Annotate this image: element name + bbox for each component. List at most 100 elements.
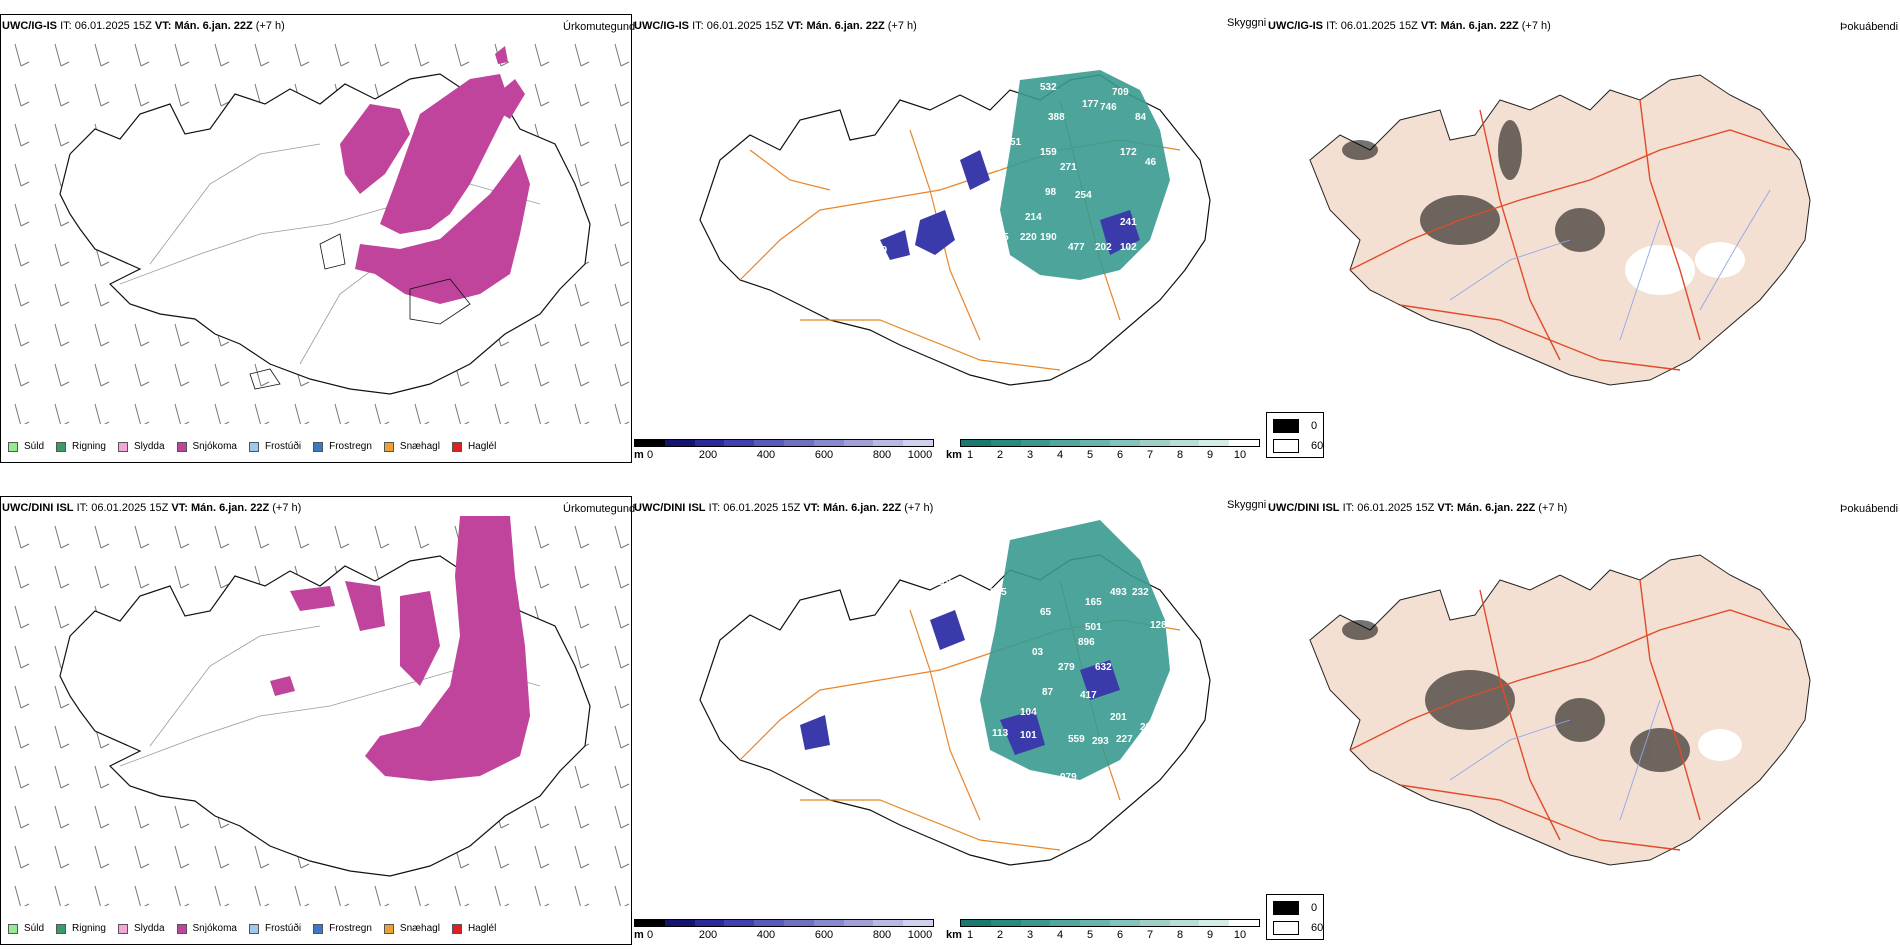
cbar-seg <box>813 440 844 446</box>
wind-barb <box>574 283 590 307</box>
svg-text:132: 132 <box>955 215 972 226</box>
legend-item-slydda: Slydda <box>117 441 165 452</box>
fog-legend-row: 60 <box>1273 439 1323 453</box>
svg-text:388: 388 <box>1048 112 1065 123</box>
legend-item-haglel: Haglél <box>451 441 496 452</box>
legend-item-sudl: Súld <box>8 441 44 452</box>
wind-barb <box>54 725 70 749</box>
svg-text:84: 84 <box>1135 112 1147 123</box>
wind-barb <box>134 83 150 107</box>
svg-text:220: 220 <box>1020 232 1037 243</box>
visibility-colorbar <box>960 439 1260 447</box>
wind-barb <box>334 885 350 906</box>
wind-barb <box>174 565 190 589</box>
wind-barb <box>94 363 110 387</box>
wind-barb <box>54 203 70 227</box>
wind-barb <box>414 525 430 549</box>
wind-barb <box>254 885 270 906</box>
wind-barb <box>134 525 150 549</box>
wind-barb <box>574 163 590 187</box>
wind-barb <box>214 403 230 424</box>
wind-barb <box>614 363 630 387</box>
wind-barb <box>614 403 630 424</box>
wind-barb <box>14 403 30 424</box>
wind-barb <box>174 805 190 829</box>
wind-barb <box>174 323 190 347</box>
wind-barb <box>374 43 390 67</box>
wind-barb <box>574 43 590 67</box>
wind-barb <box>174 885 190 906</box>
cbar-seg <box>694 440 725 446</box>
ceiling-colorbar <box>634 439 934 447</box>
wind-barb <box>334 43 350 67</box>
wind-barb <box>14 685 30 709</box>
wind-barb <box>534 885 550 906</box>
svg-text:43: 43 <box>990 162 1002 173</box>
wind-barb <box>614 163 630 187</box>
wind-barb <box>614 323 630 347</box>
svg-text:172: 172 <box>1120 147 1137 158</box>
svg-text:165: 165 <box>1085 597 1102 608</box>
svg-text:896: 896 <box>1078 637 1095 648</box>
panel-header: UWC/DINI ISL IT: 06.01.2025 15Z VT: Mán.… <box>634 502 934 514</box>
fog-map <box>1309 74 1811 386</box>
wind-barb <box>574 363 590 387</box>
vis-value-labels: 119 235 165 493 232 65 501 896 128 03 27… <box>875 577 1167 783</box>
wind-barb <box>574 885 590 906</box>
visibility-map: 532 709 746 177 388 84 172 159 271 46 43… <box>699 70 1211 386</box>
cbar-seg <box>724 440 755 446</box>
wind-barb <box>134 565 150 589</box>
wind-barb <box>54 605 70 629</box>
lead-time: (+7 h) <box>255 20 285 32</box>
wind-barb <box>414 43 430 67</box>
visibility-colorbar <box>960 919 1260 927</box>
wind-barb <box>214 43 230 67</box>
wind-barb <box>14 565 30 589</box>
visibility-title: Skyggni <box>1227 17 1267 29</box>
ceiling-colorbar <box>634 919 934 927</box>
wind-barb <box>574 565 590 589</box>
svg-text:493: 493 <box>1110 587 1127 598</box>
precip-title: Úrkomutegund <box>563 503 636 515</box>
precip-title: Úrkomutegund <box>563 21 636 33</box>
wind-barb <box>454 885 470 906</box>
wind-barb <box>14 525 30 549</box>
svg-text:254: 254 <box>1075 190 1092 201</box>
wind-barb <box>54 885 70 906</box>
wind-barb <box>174 43 190 67</box>
svg-text:101: 101 <box>1020 730 1037 741</box>
svg-text:177: 177 <box>1082 99 1099 110</box>
ceiling-unit: m <box>634 929 644 941</box>
wind-barb <box>54 83 70 107</box>
wind-barb <box>14 323 30 347</box>
wind-barb <box>174 845 190 869</box>
cbar-seg <box>903 440 933 446</box>
wind-barb <box>14 283 30 307</box>
fog-white <box>1698 729 1742 761</box>
wind-barb <box>254 845 270 869</box>
model-name: UWC/IG-IS <box>2 20 57 32</box>
wind-barb <box>534 403 550 424</box>
wind-barb <box>334 403 350 424</box>
it-value: 06.01.2025 15Z <box>74 20 152 32</box>
wind-barb <box>614 283 630 307</box>
wind-barb <box>134 885 150 906</box>
wind-barb <box>574 525 590 549</box>
wind-barb <box>14 123 30 147</box>
wind-barb <box>94 43 110 67</box>
wind-barb <box>454 43 470 67</box>
svg-text:241: 241 <box>1120 217 1137 228</box>
wind-barb <box>494 845 510 869</box>
vis-value-labels: 532 709 746 177 388 84 172 159 271 46 43… <box>876 82 1157 256</box>
cbar-seg <box>754 440 784 446</box>
wind-barb <box>614 685 630 709</box>
wind-barb <box>14 43 30 67</box>
wind-barb <box>94 525 110 549</box>
legend-swatch <box>176 441 187 452</box>
legend-item-snjokoma: Snjókoma <box>176 441 237 452</box>
svg-text:108: 108 <box>895 708 912 719</box>
legend-swatch <box>313 441 324 452</box>
svg-text:46: 46 <box>1145 157 1157 168</box>
svg-text:151: 151 <box>942 699 959 710</box>
panel-header: UWC/DINI ISL IT: 06.01.2025 15Z VT: Mán.… <box>1268 502 1568 514</box>
